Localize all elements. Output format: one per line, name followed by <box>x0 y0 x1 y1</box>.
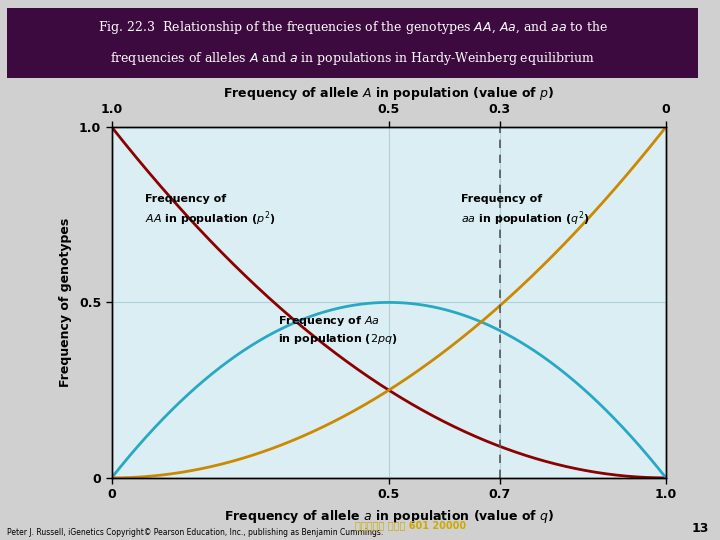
X-axis label: Frequency of allele $\mathit{a}$ in population (value of $\mathit{q}$): Frequency of allele $\mathit{a}$ in popu… <box>224 508 554 525</box>
Text: Frequency of
$\mathit{aa}$ in population ($\mathit{q}^2$): Frequency of $\mathit{aa}$ in population… <box>461 194 590 228</box>
Text: 台大獣醫系 遺傳學 601 20000: 台大獣醫系 遺傳學 601 20000 <box>355 520 466 530</box>
Text: Fig. 22.3  Relationship of the frequencies of the genotypes $\mathit{AA}$, $\mat: Fig. 22.3 Relationship of the frequencie… <box>98 19 608 36</box>
Text: Frequency of
$\mathit{AA}$ in population ($\mathit{p}^2$): Frequency of $\mathit{AA}$ in population… <box>145 194 276 228</box>
Text: Peter J. Russell, iGenetics Copyright© Pearson Education, Inc., publishing as Be: Peter J. Russell, iGenetics Copyright© P… <box>7 528 384 537</box>
Text: frequencies of alleles $\mathit{A}$ and $\mathit{a}$ in populations in Hardy-Wei: frequencies of alleles $\mathit{A}$ and … <box>110 50 595 67</box>
X-axis label: Frequency of allele $\mathit{A}$ in population (value of $\mathit{p}$): Frequency of allele $\mathit{A}$ in popu… <box>223 85 554 102</box>
Y-axis label: Frequency of genotypes: Frequency of genotypes <box>59 218 72 387</box>
Text: 13: 13 <box>692 522 709 535</box>
Text: Frequency of $\mathit{Aa}$
in population ($2\mathit{pq}$): Frequency of $\mathit{Aa}$ in population… <box>278 314 397 347</box>
FancyBboxPatch shape <box>7 8 698 78</box>
